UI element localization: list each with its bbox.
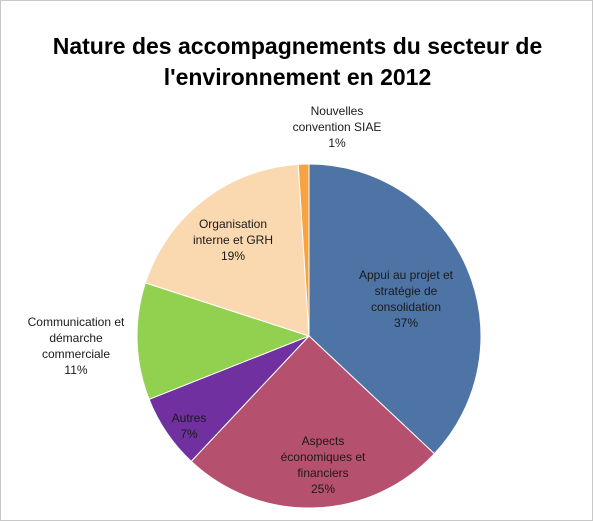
slice-label: Aspects économiques et financiers 25% — [273, 433, 373, 497]
pie-slice — [190, 335, 436, 509]
value-label: 7% — [180, 427, 198, 441]
value-label: 19% — [220, 249, 246, 263]
category-label: Nouvelles convention SIAE — [292, 104, 382, 134]
slice-label: Communication et démarche commerciale 11% — [26, 314, 126, 378]
slice-label: Organisation interne et GRH 19% — [183, 216, 283, 264]
slice-label: Appui au projet et stratégie de consolid… — [356, 267, 456, 331]
category-label: Aspects économiques et financiers — [280, 434, 366, 480]
category-label: Communication et démarche commerciale — [27, 315, 125, 361]
slice-label: Autres 7% — [164, 410, 214, 442]
value-label: 37% — [393, 316, 419, 330]
pie-slice — [136, 282, 311, 400]
category-label: Autres — [171, 411, 207, 425]
pie-slice — [297, 163, 310, 337]
value-label: 1% — [328, 136, 346, 150]
value-label: 11% — [64, 363, 88, 377]
category-label: Organisation interne et GRH — [192, 217, 274, 247]
pie-slice — [308, 163, 482, 455]
category-label: Appui au projet et stratégie de consolid… — [358, 268, 454, 314]
slice-label: Nouvelles convention SIAE 1% — [287, 103, 387, 151]
value-label: 25% — [310, 482, 336, 496]
pie-slice — [144, 163, 310, 337]
chart-title: Nature des accompagnements du secteur de… — [52, 33, 543, 90]
